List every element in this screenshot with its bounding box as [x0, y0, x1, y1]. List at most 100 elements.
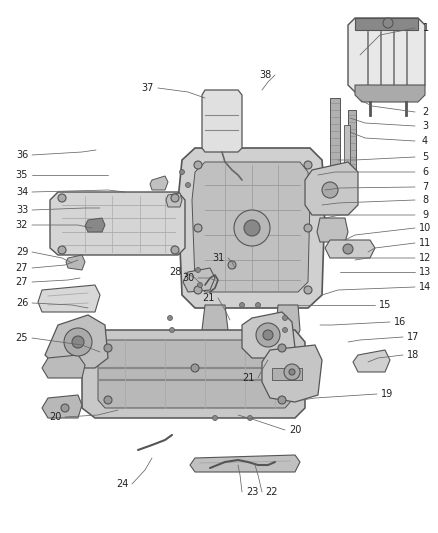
- Polygon shape: [85, 218, 105, 232]
- Polygon shape: [42, 395, 82, 418]
- Circle shape: [284, 364, 300, 380]
- Text: 37: 37: [142, 83, 154, 93]
- Circle shape: [263, 330, 273, 340]
- Text: 26: 26: [16, 298, 28, 308]
- Polygon shape: [325, 240, 375, 258]
- Polygon shape: [45, 315, 108, 368]
- Circle shape: [64, 328, 92, 356]
- Bar: [272, 368, 302, 380]
- Polygon shape: [202, 90, 242, 152]
- Text: 38: 38: [259, 70, 271, 80]
- Circle shape: [194, 224, 202, 232]
- Circle shape: [171, 194, 179, 202]
- Text: 20: 20: [289, 425, 301, 435]
- Circle shape: [170, 327, 174, 333]
- Circle shape: [304, 224, 312, 232]
- Text: 7: 7: [422, 182, 428, 192]
- Polygon shape: [202, 305, 228, 345]
- Polygon shape: [353, 350, 390, 372]
- Polygon shape: [50, 192, 185, 255]
- Text: 31: 31: [212, 253, 224, 263]
- Polygon shape: [38, 285, 100, 312]
- Text: 27: 27: [16, 263, 28, 273]
- Text: 21: 21: [202, 293, 214, 303]
- Text: 27: 27: [16, 277, 28, 287]
- Polygon shape: [42, 355, 85, 378]
- Circle shape: [289, 369, 295, 375]
- Circle shape: [180, 169, 184, 174]
- Text: 35: 35: [16, 170, 28, 180]
- Polygon shape: [348, 18, 425, 92]
- Polygon shape: [183, 268, 215, 292]
- Text: 4: 4: [422, 136, 428, 146]
- Text: 3: 3: [422, 121, 428, 131]
- Bar: [344, 125, 350, 170]
- Circle shape: [61, 404, 69, 412]
- Polygon shape: [166, 193, 182, 207]
- Circle shape: [104, 344, 112, 352]
- Polygon shape: [355, 85, 425, 102]
- Circle shape: [240, 303, 244, 308]
- Circle shape: [244, 220, 260, 236]
- Circle shape: [304, 161, 312, 169]
- Text: 2: 2: [422, 107, 428, 117]
- Bar: [355, 18, 418, 30]
- Bar: [330, 98, 340, 176]
- Circle shape: [255, 303, 261, 308]
- Polygon shape: [317, 218, 348, 242]
- Text: 23: 23: [246, 487, 258, 497]
- Circle shape: [343, 244, 353, 254]
- Text: 19: 19: [381, 389, 393, 399]
- Polygon shape: [178, 148, 325, 308]
- Text: 32: 32: [16, 220, 28, 230]
- Circle shape: [256, 323, 280, 347]
- Circle shape: [212, 416, 218, 421]
- Text: 11: 11: [419, 238, 431, 248]
- Circle shape: [247, 416, 252, 421]
- Text: 16: 16: [394, 317, 406, 327]
- Bar: [348, 110, 356, 175]
- Circle shape: [191, 364, 199, 372]
- Text: 18: 18: [407, 350, 419, 360]
- Polygon shape: [150, 176, 168, 190]
- Circle shape: [304, 286, 312, 294]
- Text: 13: 13: [419, 267, 431, 277]
- Text: 5: 5: [422, 152, 428, 162]
- Circle shape: [283, 316, 287, 320]
- Text: 14: 14: [419, 282, 431, 292]
- Circle shape: [278, 396, 286, 404]
- Circle shape: [198, 282, 202, 287]
- Polygon shape: [192, 162, 310, 292]
- Text: 25: 25: [16, 333, 28, 343]
- Polygon shape: [276, 305, 300, 345]
- Circle shape: [194, 161, 202, 169]
- Text: 20: 20: [49, 412, 61, 422]
- Text: 34: 34: [16, 187, 28, 197]
- Text: 9: 9: [422, 210, 428, 220]
- Text: 12: 12: [419, 253, 431, 263]
- Circle shape: [234, 210, 270, 246]
- Polygon shape: [190, 455, 300, 472]
- Text: 8: 8: [422, 195, 428, 205]
- Text: 1: 1: [423, 23, 429, 33]
- Text: 6: 6: [422, 167, 428, 177]
- Text: 22: 22: [266, 487, 278, 497]
- Circle shape: [58, 194, 66, 202]
- Circle shape: [167, 316, 173, 320]
- Circle shape: [278, 344, 286, 352]
- Text: 33: 33: [16, 205, 28, 215]
- Circle shape: [383, 18, 393, 28]
- Polygon shape: [262, 345, 322, 402]
- Polygon shape: [66, 255, 85, 270]
- Polygon shape: [82, 330, 305, 418]
- Circle shape: [171, 246, 179, 254]
- Text: 15: 15: [379, 300, 391, 310]
- Text: 21: 21: [242, 373, 254, 383]
- Polygon shape: [305, 162, 358, 215]
- Text: 10: 10: [419, 223, 431, 233]
- Text: 36: 36: [16, 150, 28, 160]
- Circle shape: [283, 327, 287, 333]
- Text: 24: 24: [116, 479, 128, 489]
- Text: 30: 30: [182, 273, 194, 283]
- Text: 28: 28: [169, 267, 181, 277]
